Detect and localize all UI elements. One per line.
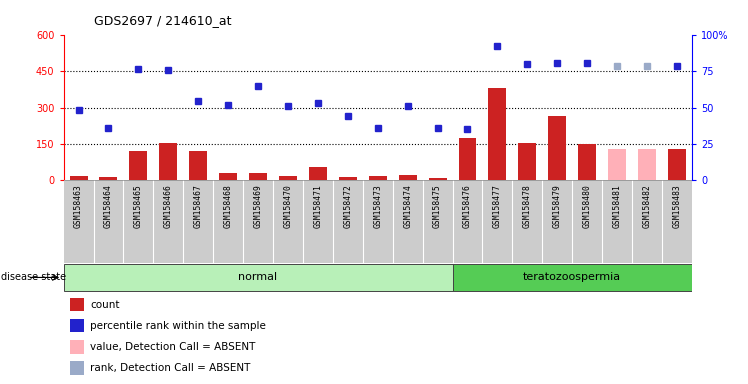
Text: disease state: disease state [1,272,66,283]
Bar [578,144,596,180]
Text: GSM158465: GSM158465 [134,184,143,228]
Bar [249,173,267,180]
Bar [219,173,237,180]
Text: GSM158476: GSM158476 [463,184,472,228]
Bar [70,319,84,333]
Text: GSM158477: GSM158477 [493,184,502,228]
Text: GSM158479: GSM158479 [553,184,562,228]
Text: GSM158478: GSM158478 [523,184,532,228]
Text: percentile rank within the sample: percentile rank within the sample [90,321,266,331]
Text: GSM158463: GSM158463 [74,184,83,228]
Bar [189,151,207,180]
Bar [309,167,327,180]
Bar [488,88,506,180]
Text: GSM158471: GSM158471 [313,184,322,228]
Text: normal: normal [239,272,278,282]
Bar [429,177,447,180]
Bar [64,263,453,291]
Text: GSM158467: GSM158467 [194,184,203,228]
Text: rank, Detection Call = ABSENT: rank, Detection Call = ABSENT [90,363,251,373]
Bar [548,116,566,180]
Text: GSM158469: GSM158469 [254,184,263,228]
Bar [453,263,692,291]
Text: GSM158482: GSM158482 [643,184,652,228]
Text: GSM158470: GSM158470 [283,184,292,228]
Bar [70,361,84,375]
Text: GDS2697 / 214610_at: GDS2697 / 214610_at [94,14,231,27]
Bar [70,298,84,311]
Text: count: count [90,300,120,310]
Text: GSM158483: GSM158483 [672,184,681,228]
Bar [339,177,357,180]
Bar [459,138,476,180]
Bar [279,176,297,180]
Bar [518,143,536,180]
Text: GSM158480: GSM158480 [583,184,592,228]
Bar [99,177,117,180]
Text: GSM158475: GSM158475 [433,184,442,228]
Bar [638,149,656,180]
Bar [608,149,626,180]
Text: GSM158472: GSM158472 [343,184,352,228]
Text: GSM158466: GSM158466 [164,184,173,228]
Text: GSM158468: GSM158468 [224,184,233,228]
Bar [129,151,147,180]
Bar [70,175,88,180]
Text: GSM158473: GSM158473 [373,184,382,228]
Text: GSM158481: GSM158481 [613,184,622,228]
Text: GSM158464: GSM158464 [104,184,113,228]
Bar [369,176,387,180]
Bar [70,340,84,354]
Text: teratozoospermia: teratozoospermia [523,272,622,282]
Bar [159,143,177,180]
Text: GSM158474: GSM158474 [403,184,412,228]
Bar [668,149,686,180]
Bar [399,175,417,180]
Text: value, Detection Call = ABSENT: value, Detection Call = ABSENT [90,342,255,352]
